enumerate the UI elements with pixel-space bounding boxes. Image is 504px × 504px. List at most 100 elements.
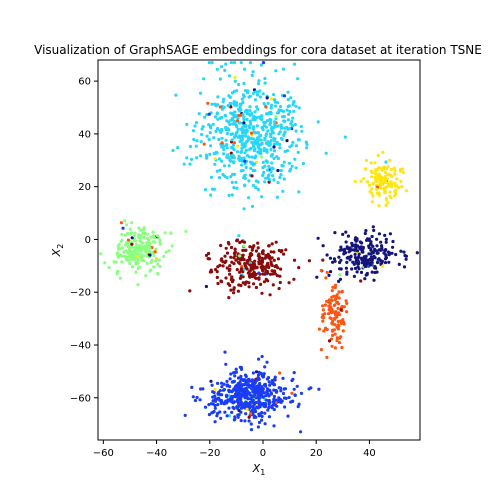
data-point	[267, 265, 271, 270]
data-point	[227, 193, 231, 197]
data-point	[243, 419, 247, 423]
data-point	[383, 257, 388, 261]
data-point	[339, 258, 343, 262]
data-point	[344, 251, 348, 255]
data-point	[344, 266, 348, 270]
data-point	[198, 398, 202, 402]
data-point	[264, 133, 268, 138]
data-point	[331, 285, 335, 289]
data-point	[130, 254, 134, 258]
data-point	[219, 399, 223, 403]
data-point	[244, 248, 248, 252]
data-point	[232, 172, 236, 176]
data-point	[249, 428, 254, 432]
data-point	[292, 62, 297, 66]
data-point	[384, 240, 388, 244]
data-point	[223, 350, 227, 354]
data-point	[260, 291, 264, 295]
data-point	[366, 264, 371, 268]
data-point	[127, 246, 131, 251]
data-point	[353, 252, 357, 256]
data-point	[370, 187, 374, 191]
data-point	[364, 167, 368, 171]
data-point	[207, 251, 211, 256]
data-point	[379, 186, 383, 190]
data-point	[270, 166, 274, 170]
data-point	[249, 166, 253, 171]
data-point	[256, 246, 260, 250]
data-point	[153, 240, 157, 244]
data-point	[227, 120, 231, 124]
data-point	[241, 253, 245, 257]
data-point	[183, 413, 187, 417]
data-point	[233, 417, 237, 421]
data-point	[174, 93, 178, 97]
data-point	[116, 251, 120, 255]
data-point	[158, 242, 162, 246]
data-point	[243, 109, 247, 114]
data-point	[204, 253, 209, 257]
data-point	[260, 250, 265, 254]
data-point	[282, 160, 286, 164]
data-point	[254, 396, 259, 400]
data-point	[243, 393, 247, 397]
data-point	[250, 408, 254, 412]
data-point	[386, 173, 390, 177]
data-point	[238, 276, 242, 280]
data-point	[337, 290, 341, 294]
data-point	[243, 184, 247, 188]
data-point	[271, 400, 276, 404]
data-point	[203, 115, 207, 119]
x-tick-label: 40	[363, 448, 376, 459]
data-point	[395, 177, 399, 181]
data-point	[354, 236, 358, 240]
data-point	[282, 94, 287, 98]
data-point	[240, 143, 244, 147]
data-point	[235, 119, 240, 123]
data-point	[237, 413, 241, 417]
data-point	[333, 346, 337, 350]
y-tick-label: −60	[70, 393, 91, 404]
data-point	[243, 159, 247, 163]
data-point	[260, 142, 264, 146]
data-point	[388, 232, 392, 236]
data-point	[209, 193, 213, 197]
data-point	[240, 149, 244, 154]
data-point	[343, 135, 347, 139]
data-point	[273, 272, 277, 276]
data-point	[126, 251, 130, 255]
data-point	[333, 285, 337, 290]
data-point	[276, 266, 280, 270]
data-point	[230, 397, 234, 401]
data-point	[375, 179, 379, 183]
data-point	[195, 395, 199, 400]
data-point	[265, 360, 269, 364]
data-point	[333, 311, 337, 315]
data-point	[338, 277, 343, 281]
x-axis-label: X1	[252, 462, 266, 477]
data-point	[404, 257, 408, 261]
data-point	[263, 365, 267, 369]
data-point	[272, 424, 276, 428]
data-point	[333, 259, 337, 263]
data-point	[147, 239, 151, 243]
data-point	[247, 285, 251, 289]
data-point	[250, 174, 254, 178]
data-point	[296, 150, 300, 154]
data-point	[252, 271, 256, 275]
data-point	[382, 188, 386, 192]
data-point	[260, 402, 264, 406]
data-point	[205, 113, 209, 117]
x-tick-label: −20	[199, 448, 220, 459]
data-point	[259, 133, 263, 138]
data-point	[279, 400, 283, 404]
data-point	[270, 242, 274, 246]
data-point	[267, 394, 271, 398]
data-point	[244, 148, 249, 152]
data-point	[325, 270, 329, 275]
data-point	[309, 386, 313, 390]
data-point	[246, 259, 250, 263]
data-point	[220, 393, 224, 397]
data-point	[248, 61, 253, 65]
data-point	[209, 126, 213, 130]
